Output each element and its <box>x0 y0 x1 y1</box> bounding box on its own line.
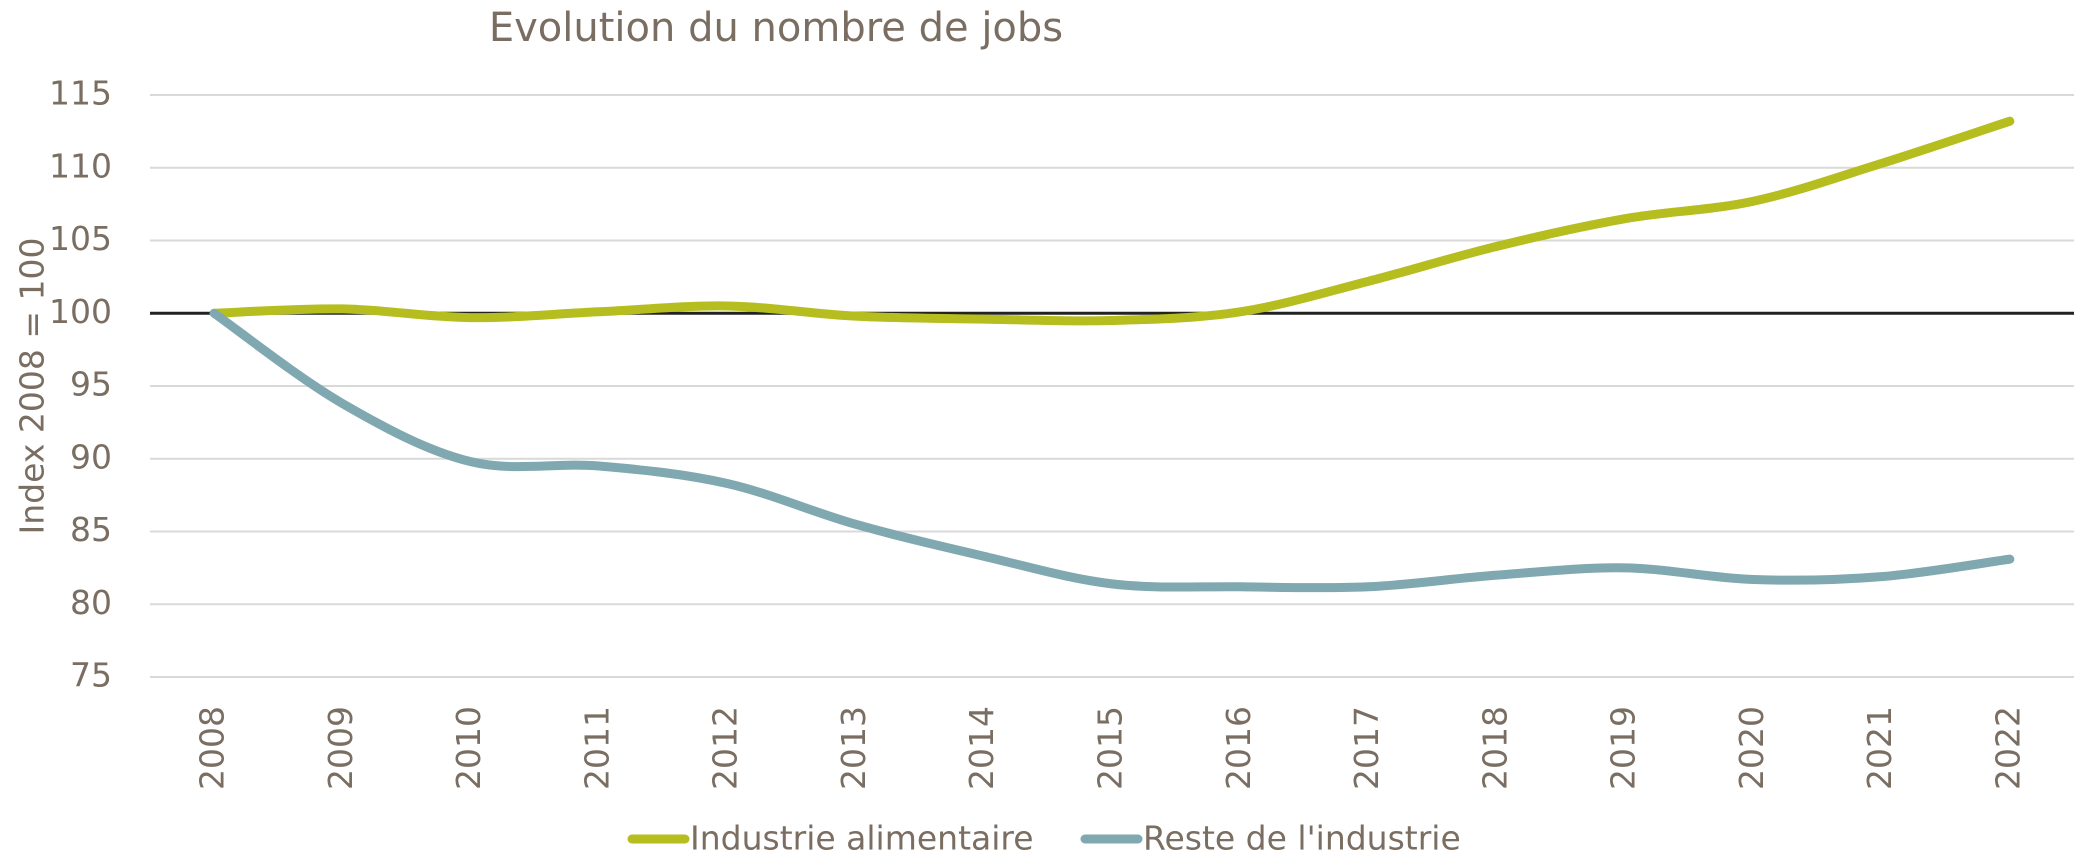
x-tick-label: 2017 <box>1347 706 1386 790</box>
x-tick-label: 2018 <box>1475 706 1514 790</box>
y-tick-label: 105 <box>49 219 112 258</box>
x-tick-label: 2012 <box>706 706 745 790</box>
y-tick-label: 85 <box>70 510 112 549</box>
y-tick-label: 110 <box>49 146 112 185</box>
x-tick-label: 2015 <box>1091 706 1130 790</box>
x-tick-label: 2010 <box>449 706 488 790</box>
series-line <box>209 116 2015 326</box>
legend-label: Industrie alimentaire <box>690 819 1034 857</box>
x-tick-label: 2022 <box>1988 706 2027 790</box>
x-tick-label: 2021 <box>1860 706 1899 790</box>
y-tick-label: 80 <box>70 583 112 622</box>
x-tick-label: 2013 <box>834 706 873 790</box>
x-tick-label: 2009 <box>321 706 360 790</box>
x-tick-label: 2020 <box>1732 706 1771 790</box>
y-tick-label: 115 <box>49 74 112 113</box>
legend-label: Reste de l'industrie <box>1143 819 1461 857</box>
y-tick-label: 90 <box>70 437 112 476</box>
x-tick-label: 2014 <box>962 706 1001 790</box>
y-tick-label: 100 <box>49 292 112 331</box>
x-tick-label: 2011 <box>577 706 616 790</box>
y-tick-label: 95 <box>70 365 112 404</box>
x-tick-label: 2016 <box>1219 706 1258 790</box>
series-line <box>209 308 2015 593</box>
y-tick-label: 75 <box>70 656 112 695</box>
chart-title: Evolution du nombre de jobs <box>489 5 1063 51</box>
x-tick-label: 2008 <box>193 706 232 790</box>
x-tick-label: 2019 <box>1604 706 1643 790</box>
y-axis-label: Index 2008 = 100 <box>13 238 52 535</box>
